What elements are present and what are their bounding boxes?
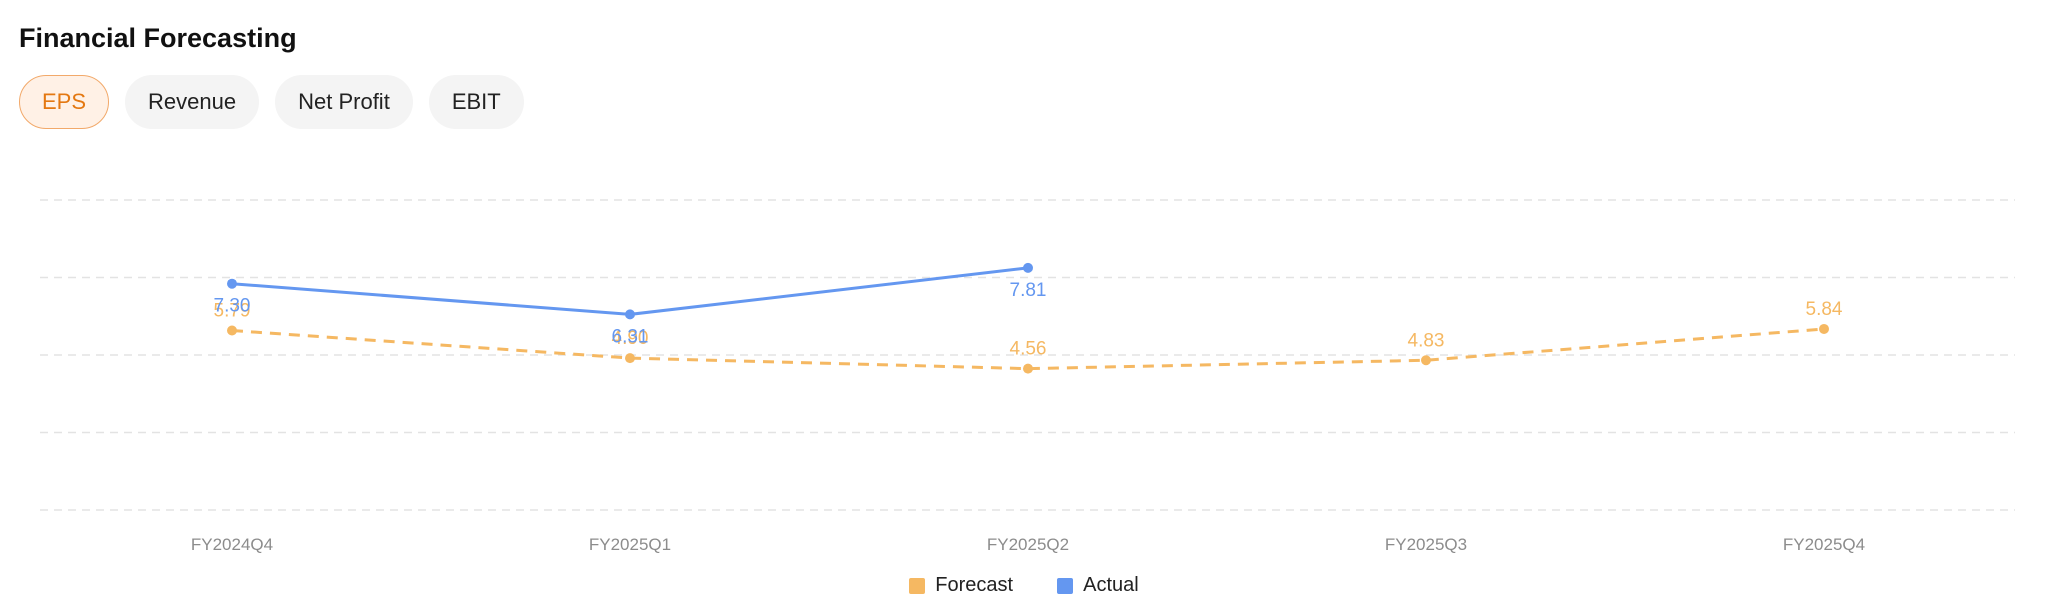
data-point-actual[interactable] [227,278,237,289]
legend-label-forecast: Forecast [935,574,1014,596]
data-label-actual: 7.81 [1010,280,1047,301]
x-tick-label: FY2025Q1 [589,535,671,554]
legend-swatch-forecast [909,577,926,594]
tab-eps[interactable]: EPS [19,75,110,129]
metric-tabs: EPS Revenue Net Profit EBIT [19,75,524,129]
x-tick-label: FY2025Q2 [987,535,1069,554]
tab-ebit[interactable]: EBIT [428,75,524,129]
series-layer: 5.79 4.90 4.56 4.83 5.84 7.30 6.31 7.81 [214,262,1843,374]
data-label-forecast: 4.83 [1408,330,1445,351]
data-point-forecast[interactable] [1421,355,1431,366]
page-title: Financial Forecasting [19,23,297,53]
legend-swatch-actual [1057,577,1074,594]
x-tick-label: FY2025Q4 [1783,535,1865,554]
grid-lines [40,199,2015,511]
x-tick-label: FY2024Q4 [191,535,273,554]
x-tick-label: FY2025Q3 [1385,535,1467,554]
series-forecast: 5.79 4.90 4.56 4.83 5.84 [214,299,1843,374]
series-line-actual [231,266,1029,316]
legend-item-actual[interactable]: Actual [1057,574,1139,597]
data-point-forecast[interactable] [625,353,635,364]
data-label-forecast: 4.90 [612,328,649,349]
data-label-actual: 6.31 [612,326,649,347]
data-point-actual[interactable] [625,309,635,320]
legend-label-actual: Actual [1083,574,1139,596]
x-axis: FY2024Q4 FY2025Q1 FY2025Q2 FY2025Q3 FY2025Q4 [191,535,1865,554]
data-label-actual: 7.30 [214,296,251,317]
eps-line-chart: 5.79 4.90 4.56 4.83 5.84 7.30 6.31 7.81 FY2024Q… [40,199,2015,554]
data-label-forecast: 4.56 [1010,339,1047,360]
chart-legend: Forecast Actual [0,574,2048,597]
legend-item-forecast[interactable]: Forecast [909,574,1013,597]
data-point-forecast[interactable] [227,325,237,336]
series-actual: 7.30 6.31 7.81 [214,262,1047,347]
tab-revenue[interactable]: Revenue [125,75,260,129]
tab-net-profit[interactable]: Net Profit [275,75,413,129]
data-label-forecast: 5.79 [214,301,251,322]
data-label-forecast: 5.84 [1806,299,1843,320]
data-point-forecast[interactable] [1819,323,1829,334]
data-point-actual[interactable] [1023,262,1033,273]
data-point-forecast[interactable] [1023,363,1033,374]
